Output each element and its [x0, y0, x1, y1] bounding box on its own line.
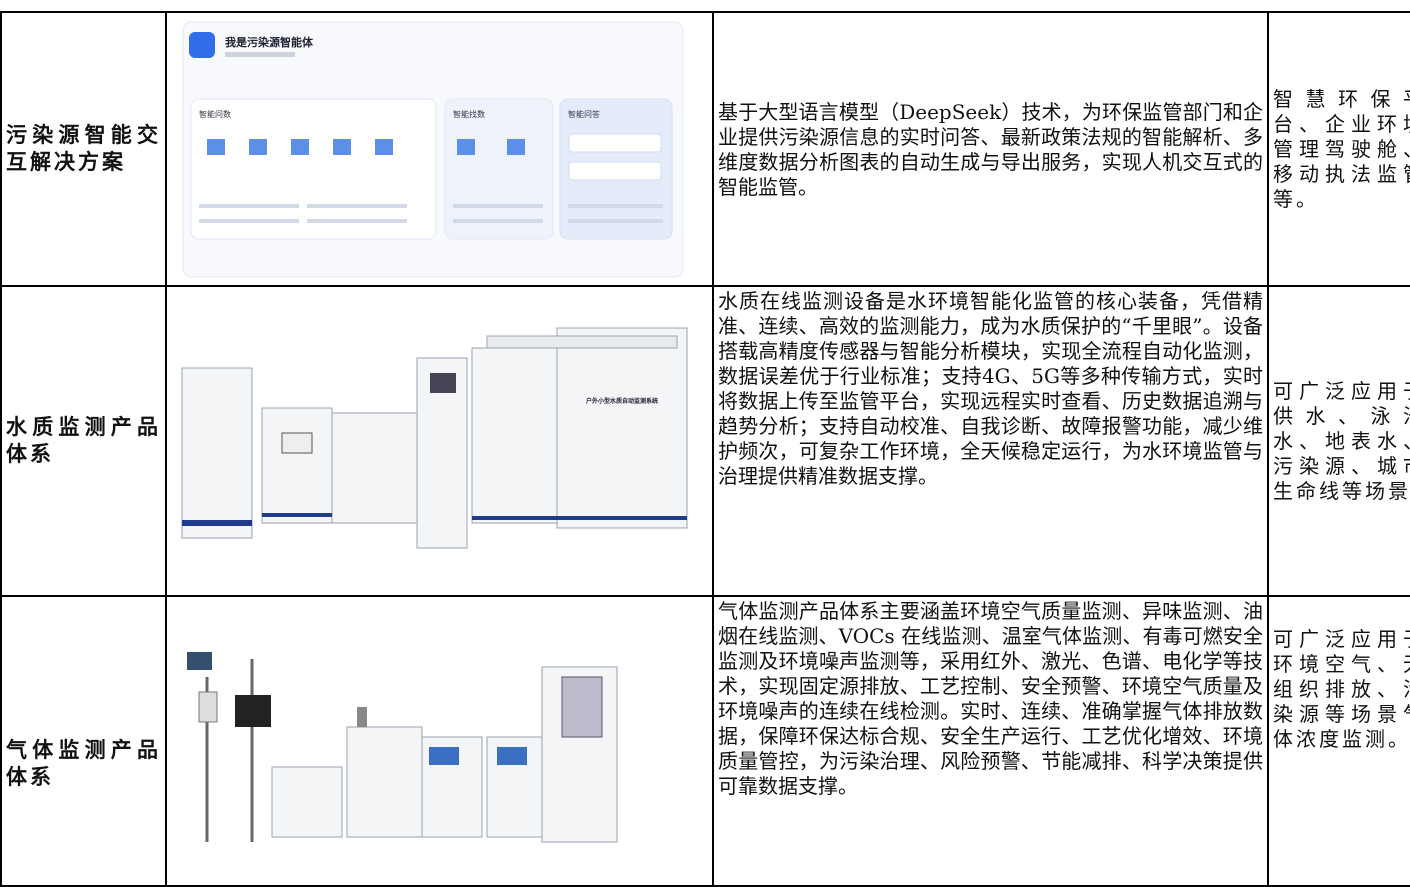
product-name: 气体监测产品体系: [0, 595, 167, 887]
row: 污染源智能交互解决方案 我是污染源智能体 智能问数 智能找数 智能问答 基于大型…: [0, 11, 1410, 287]
water-equipment: 户外小型水质自动监测系统: [181, 327, 688, 549]
row: 气体监测产品体系 气体监测产品体系主要涵盖环境空气质量监测、异味监测、油烟在线监…: [0, 595, 1410, 887]
panel-title: 智能找数: [453, 109, 485, 119]
image-title: 我是污染源智能体: [225, 35, 314, 49]
product-applications: 可广泛应用于供水、泳池水、地表水、污染源、城市生命线等场景: [1267, 285, 1410, 597]
product-image: 户外小型水质自动监测系统: [165, 285, 714, 597]
product-name: 水质监测产品体系: [0, 285, 167, 597]
row: 水质监测产品体系 户外小型水质自动监测系统 水质在线监测设备是水环境智能化监管的…: [0, 285, 1410, 597]
ai-screenshot: 我是污染源智能体 智能问数 智能找数 智能问答: [182, 21, 684, 278]
gas-equipment: [187, 652, 618, 843]
product-applications: 智慧环保平台、企业环境管理驾驶舱、移动执法监管等。: [1267, 11, 1410, 287]
equipment-label: 户外小型水质自动监测系统: [586, 397, 658, 405]
product-description: 基于大型语言模型（DeepSeek）技术，为环保监管部门和企业提供污染源信息的实…: [712, 11, 1269, 287]
panel-title: 智能问答: [568, 109, 600, 119]
product-description: 水质在线监测设备是水环境智能化监管的核心装备，凭借精准、连续、高效的监测能力，成…: [712, 285, 1269, 597]
product-name: 污染源智能交互解决方案: [0, 11, 167, 287]
product-image: [165, 595, 714, 887]
product-applications: 可广泛应用于环境空气、无组织排放、污染源等场景气体浓度监测。: [1267, 595, 1410, 887]
product-table: 污染源智能交互解决方案 我是污染源智能体 智能问数 智能找数 智能问答 基于大型…: [0, 11, 1410, 887]
product-image: 我是污染源智能体 智能问数 智能找数 智能问答: [165, 11, 714, 287]
panel-title: 智能问数: [199, 109, 231, 119]
product-description: 气体监测产品体系主要涵盖环境空气质量监测、异味监测、油烟在线监测、VOCs 在线…: [712, 595, 1269, 887]
